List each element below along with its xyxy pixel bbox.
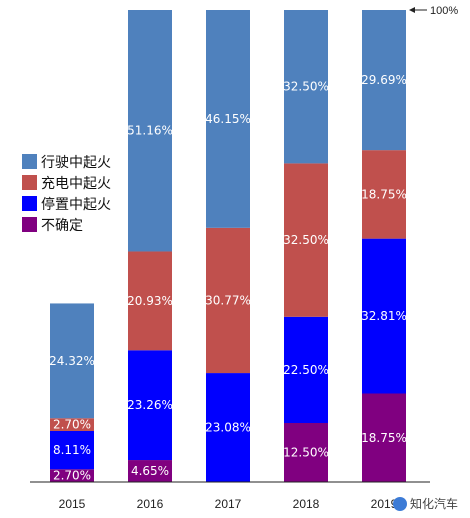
x-tick-label-2015: 2015 <box>59 497 86 511</box>
hundred-percent-marker: 100% <box>409 5 458 17</box>
legend-item: 不确定 <box>22 214 111 235</box>
legend-item: 充电中起火 <box>22 172 111 193</box>
data-label-2017-2: 30.77% <box>205 293 251 307</box>
legend-item: 行驶中起火 <box>22 151 111 172</box>
data-label-2018-0: 12.50% <box>283 446 329 460</box>
data-label-2017-1: 23.08% <box>205 421 251 435</box>
data-label-2019-2: 18.75% <box>361 187 407 201</box>
legend-label: 充电中起火 <box>41 175 111 192</box>
bar-segment-2015-2 <box>50 418 94 431</box>
bar-segment-2016-1 <box>128 350 172 461</box>
data-label-2019-0: 18.75% <box>361 431 407 445</box>
legend-label: 停置中起火 <box>41 196 111 213</box>
data-label-2019-1: 32.81% <box>361 309 407 323</box>
data-label-2016-0: 4.65% <box>131 464 169 478</box>
bar-segment-2017-2 <box>206 227 250 374</box>
data-label-2015-3: 24.32% <box>49 354 95 368</box>
bar-segment-2018-3 <box>284 10 328 164</box>
bar-segment-2016-0 <box>128 460 172 482</box>
bar-segment-2018-2 <box>284 163 328 317</box>
x-tick-label-2016: 2016 <box>137 497 164 511</box>
legend-label: 不确定 <box>41 217 83 234</box>
x-tick-label-2017: 2017 <box>215 497 242 511</box>
data-label-2016-2: 20.93% <box>127 294 173 308</box>
legend-swatch <box>22 154 37 169</box>
bar-segment-2015-0 <box>50 469 94 482</box>
bar-segment-2017-1 <box>206 373 250 482</box>
data-label-2018-3: 32.50% <box>283 80 329 94</box>
bar-segment-2019-2 <box>362 150 406 239</box>
data-label-2015-2: 2.70% <box>53 418 91 432</box>
hundred-percent-arrowhead <box>409 7 415 13</box>
data-label-2016-1: 23.26% <box>127 398 173 412</box>
data-label-2018-2: 32.50% <box>283 233 329 247</box>
bar-segment-2016-2 <box>128 251 172 351</box>
bar-segment-2019-3 <box>362 10 406 151</box>
data-label-2019-3: 29.69% <box>361 73 407 87</box>
bar-segment-2019-0 <box>362 393 406 482</box>
bar-segment-2015-3 <box>50 303 94 419</box>
legend-swatch <box>22 217 37 232</box>
hundred-percent-label: 100% <box>430 5 458 17</box>
watermark-text: 知化汽车 <box>409 497 458 511</box>
bar-segment-2016-3 <box>128 10 172 252</box>
zhihua-logo-icon <box>392 496 407 511</box>
x-tick-label-2019: 2019 <box>371 497 398 511</box>
data-label-2018-1: 22.50% <box>283 363 329 377</box>
legend-label: 行驶中起火 <box>41 154 111 171</box>
legend-swatch <box>22 196 37 211</box>
legend-swatch <box>22 175 37 190</box>
data-label-2017-3: 46.15% <box>205 112 251 126</box>
bar-segment-2017-3 <box>206 10 250 228</box>
x-tick-label-2018: 2018 <box>293 497 320 511</box>
bar-segment-2019-1 <box>362 238 406 394</box>
legend-item: 停置中起火 <box>22 193 111 214</box>
bar-segment-2018-1 <box>284 316 328 423</box>
legend: 行驶中起火充电中起火停置中起火不确定 <box>22 151 111 235</box>
data-label-2015-0: 2.70% <box>53 469 91 483</box>
bar-segment-2018-0 <box>284 423 328 482</box>
data-label-2016-3: 51.16% <box>127 124 173 138</box>
data-label-2015-1: 8.11% <box>53 443 91 457</box>
watermark: 知化汽车 <box>392 495 458 512</box>
bar-segment-2015-1 <box>50 430 94 470</box>
